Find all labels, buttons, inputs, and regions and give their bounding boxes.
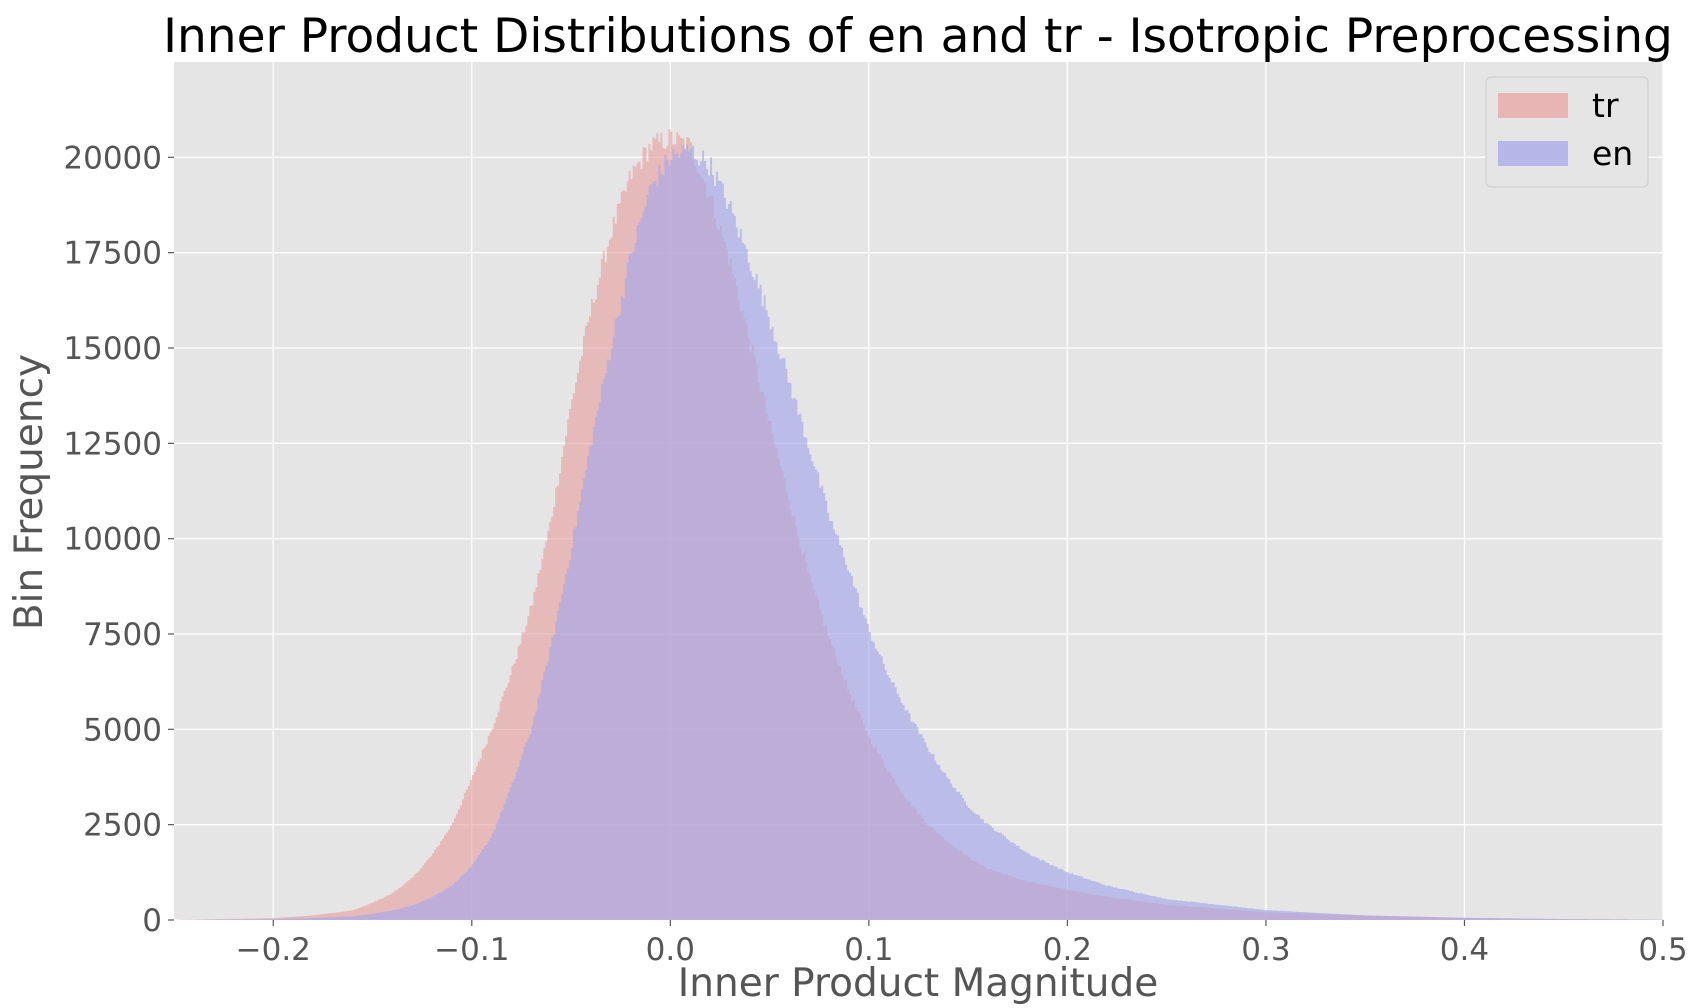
- series-en: [174, 144, 1663, 920]
- y-tick-label: 12500: [63, 426, 162, 462]
- histogram-bars-en: [174, 144, 1663, 920]
- axes: −0.2 −0.1 0.0 0.1 0.2 0.3 0.4 0.5 0 2500 5000 7500 1…: [63, 140, 1687, 968]
- y-tick-label: 15000: [63, 331, 162, 367]
- x-tick-label: 0.4: [1440, 932, 1489, 968]
- y-tick-label: 2500: [83, 808, 162, 844]
- legend-swatch-en: [1498, 141, 1568, 166]
- legend-label-tr: tr: [1592, 86, 1619, 125]
- legend-swatch-tr: [1498, 93, 1568, 118]
- x-tick-label: −0.1: [434, 932, 509, 968]
- chart-title: Inner Product Distributions of en and tr…: [163, 9, 1673, 64]
- legend: tr en: [1485, 76, 1649, 188]
- y-tick-label: 10000: [63, 522, 162, 558]
- y-tick-label: 17500: [63, 236, 162, 272]
- y-tick-label: 5000: [83, 712, 162, 748]
- x-tick-label: 0.5: [1638, 932, 1687, 968]
- series-group: [174, 129, 1663, 920]
- y-axis-label: Bin Frequency: [7, 354, 52, 630]
- x-tick-label: 0.0: [646, 932, 695, 968]
- x-axis-label: Inner Product Magnitude: [678, 961, 1158, 1006]
- legend-label-en: en: [1592, 134, 1633, 173]
- y-tick-label: 7500: [83, 617, 162, 653]
- x-tick-label: 0.3: [1241, 932, 1290, 968]
- x-tick-label: 0.2: [1043, 932, 1092, 968]
- x-tick-label: −0.2: [236, 932, 311, 968]
- y-tick-label: 20000: [63, 140, 162, 176]
- x-tick-label: 0.1: [844, 932, 893, 968]
- y-tick-label: 0: [142, 903, 162, 939]
